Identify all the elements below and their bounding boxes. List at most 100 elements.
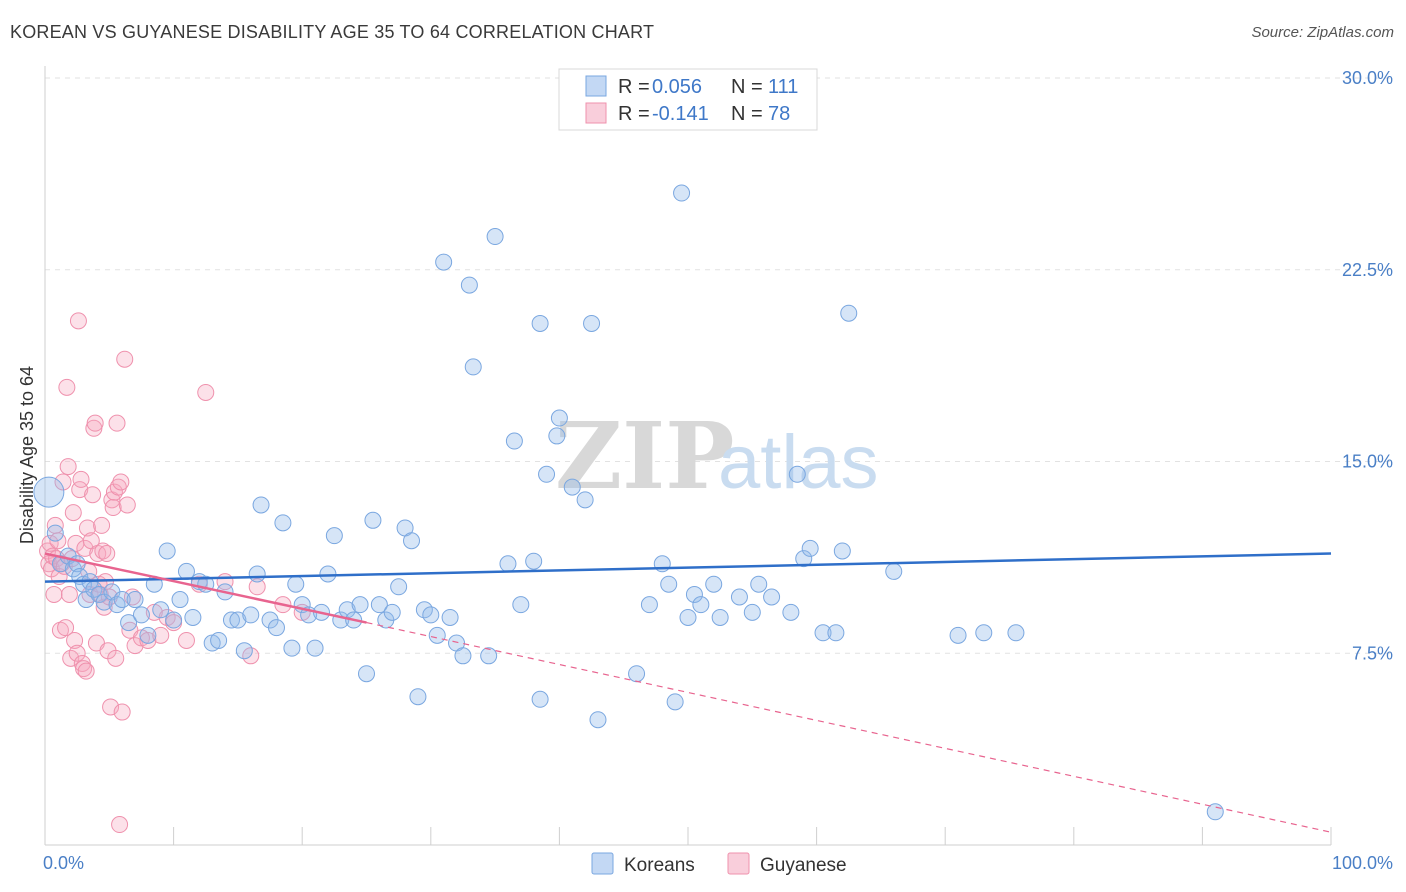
korean-point-36: [248, 565, 266, 583]
guyanese-point-59: [116, 350, 134, 368]
korean-point-86: [628, 665, 646, 683]
guyanese-point-16: [59, 458, 77, 476]
korean-point-75: [512, 596, 530, 614]
korean-point-89: [660, 575, 678, 593]
korean-point-54: [364, 511, 382, 529]
guyanese-points: [39, 312, 311, 834]
guyanese-point-57: [112, 473, 130, 491]
guyanese-point-5: [45, 585, 63, 603]
guyanese-point-44: [95, 598, 113, 616]
guyanese-point-62: [123, 588, 141, 606]
guyanese-point-31: [78, 519, 96, 537]
korean-point-1: [46, 524, 64, 542]
guyanese-point-55: [109, 478, 127, 496]
korean-point-40: [274, 514, 292, 532]
korean-point-41: [283, 639, 301, 657]
korean-point-106: [827, 624, 845, 642]
watermark-atlas: atlas: [718, 420, 879, 505]
korean-point-19: [139, 626, 157, 644]
guyanese-point-75: [248, 578, 266, 596]
korean-point-100: [763, 588, 781, 606]
guyanese-point-15: [58, 378, 76, 396]
korean-point-96: [711, 608, 729, 626]
korean-point-48: [325, 527, 343, 545]
korean-point-34: [235, 642, 253, 660]
korean-point-72: [486, 228, 504, 246]
korean-point-33: [229, 611, 247, 629]
korean-point-105: [814, 624, 832, 642]
korean-point-0: [33, 476, 65, 508]
korean-point-81: [550, 409, 568, 427]
watermark: ZIP atlas: [555, 402, 879, 510]
y-axis-label: Disability Age 35 to 64: [17, 366, 37, 544]
korean-point-69: [460, 276, 478, 294]
legend-n-label-koreans: N =: [731, 76, 763, 98]
legend-swatch-guyanese: [585, 102, 607, 124]
guyanese-point-35: [84, 486, 102, 504]
guyanese-point-54: [108, 414, 126, 432]
guyanese-point-56: [111, 816, 129, 834]
guyanese-point-37: [86, 414, 104, 432]
guyanese-point-17: [60, 585, 78, 603]
guyanese-point-72: [197, 383, 215, 401]
bottom-legend-label-koreans: Koreans: [624, 855, 695, 876]
korean-point-93: [685, 585, 703, 603]
korean-point-26: [184, 608, 202, 626]
korean-point-66: [441, 608, 459, 626]
korean-point-90: [666, 693, 684, 711]
korean-point-107: [833, 542, 851, 560]
korean-point-76: [525, 552, 543, 570]
korean-point-83: [576, 491, 594, 509]
korean-point-97: [730, 588, 748, 606]
korean-point-85: [589, 711, 607, 729]
korean-point-108: [840, 304, 858, 322]
guyanese-point-20: [64, 504, 82, 522]
korean-point-47: [319, 565, 337, 583]
legend-r-label-koreans: R =: [618, 76, 650, 98]
korean-point-91: [673, 184, 691, 202]
korean-point-53: [358, 665, 375, 683]
guyanese-point-58: [113, 703, 131, 721]
korean-point-70: [464, 358, 482, 376]
x-tick-label-min: 0.0%: [43, 853, 84, 873]
korean-point-80: [548, 427, 566, 445]
korean-point-52: [351, 596, 369, 614]
guyanese-point-23: [68, 644, 86, 662]
korean-point-21: [152, 601, 170, 619]
legend-n-value-koreans: 111: [768, 76, 798, 98]
guyanese-trend-line: [44, 552, 367, 624]
korean-point-68: [454, 647, 472, 665]
korean-point-24: [171, 591, 189, 609]
korean-point-57: [383, 603, 401, 621]
korean-point-98: [743, 603, 761, 621]
korean-point-95: [705, 575, 723, 593]
korean-point-15: [113, 591, 131, 609]
guyanese-point-46: [98, 545, 116, 563]
guyanese-point-10: [51, 621, 69, 639]
korean-point-61: [409, 688, 427, 706]
korean-point-63: [422, 606, 440, 624]
korean-point-99: [750, 575, 768, 593]
guyanese-point-51: [104, 499, 122, 517]
korean-point-79: [538, 465, 556, 483]
y-tick-labels: 7.5% 15.0% 22.5% 30.0%: [1342, 68, 1393, 663]
koreans-points: [33, 184, 1224, 821]
korean-point-94: [692, 596, 710, 614]
bottom-legend-label-guyanese: Guyanese: [760, 855, 847, 876]
guyanese-point-24: [69, 312, 87, 330]
y-tick-label-3: 30.0%: [1342, 68, 1393, 88]
korean-point-84: [583, 314, 601, 332]
korean-point-55: [370, 596, 388, 614]
korean-point-17: [126, 591, 144, 609]
korean-point-112: [1007, 624, 1025, 642]
korean-point-16: [120, 614, 138, 632]
korean-point-42: [287, 575, 305, 593]
legend-n-label-guyanese: N =: [731, 103, 763, 125]
guyanese-point-42: [93, 516, 111, 534]
korean-point-110: [949, 626, 967, 644]
korean-point-111: [975, 624, 993, 642]
guyanese-point-30: [77, 662, 95, 680]
korean-point-14: [108, 596, 126, 614]
koreans-trend-line: [44, 552, 1332, 583]
guyanese-point-53: [107, 649, 125, 667]
